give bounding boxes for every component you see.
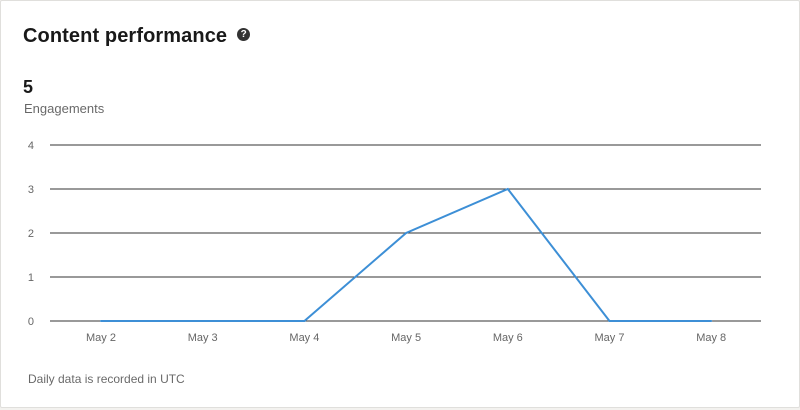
y-tick-label: 0 xyxy=(28,316,34,328)
x-tick-label: May 2 xyxy=(86,332,116,344)
data-point xyxy=(303,320,306,322)
data-point xyxy=(100,320,102,322)
y-tick-label: 2 xyxy=(28,228,34,240)
x-tick-label: May 6 xyxy=(493,332,523,344)
utc-footnote: Daily data is recorded in UTC xyxy=(28,372,185,386)
data-point xyxy=(506,188,509,190)
data-point xyxy=(201,320,204,322)
x-tick-label: May 8 xyxy=(696,332,726,344)
y-tick-label: 3 xyxy=(28,184,34,196)
engagements-line-chart: 0 1 2 3 4 May 2 May 3 May 4 May 5 May 6 May 7 May 8 xyxy=(28,140,761,344)
engagements-label: Engagements xyxy=(24,101,105,116)
x-tick-label: May 3 xyxy=(188,332,218,344)
y-tick-label: 1 xyxy=(28,272,34,284)
x-tick-label: May 5 xyxy=(391,332,421,344)
data-point xyxy=(608,320,611,322)
x-tick-label: May 7 xyxy=(595,332,625,344)
data-point xyxy=(405,232,408,234)
engagements-value: 5 xyxy=(23,77,34,97)
question-circle-icon[interactable]: ? xyxy=(237,28,251,41)
y-tick-label: 4 xyxy=(28,140,34,152)
card-header: Content performance ? xyxy=(23,25,251,48)
card-title: Content performance xyxy=(23,25,228,47)
data-point xyxy=(710,320,713,322)
x-tick-label: May 4 xyxy=(289,332,319,344)
series-line xyxy=(101,187,712,322)
